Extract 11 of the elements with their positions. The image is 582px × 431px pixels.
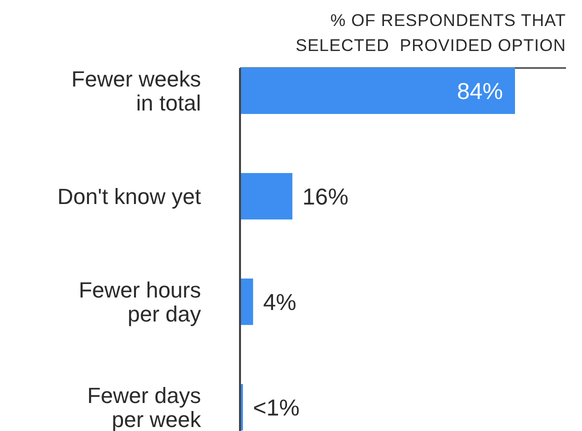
data-label: 84% (456, 78, 503, 104)
data-label: 4% (263, 288, 296, 315)
data-label: <1% (252, 394, 300, 420)
data-label: 16% (302, 183, 348, 210)
bar (240, 68, 515, 114)
bar (240, 173, 292, 220)
chart-title: % OF RESPONDENTS THAT SELECTED PROVIDED OPTION (296, 11, 566, 55)
y-tick-label: Fewer weeks in total (71, 66, 201, 116)
y-tick-label: Fewer hours per day (78, 277, 201, 326)
y-tick-label: Don't know yet (57, 184, 201, 209)
bar (240, 278, 254, 325)
